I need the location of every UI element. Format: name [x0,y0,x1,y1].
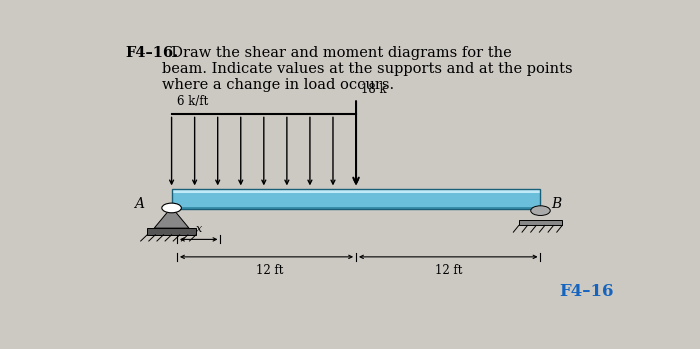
Polygon shape [172,207,540,209]
Text: A: A [134,197,144,211]
Polygon shape [172,189,540,193]
Text: 12 ft: 12 ft [435,263,462,276]
Circle shape [531,206,550,215]
Text: F4–16: F4–16 [559,283,614,300]
Text: F4–16.: F4–16. [125,46,178,60]
Polygon shape [519,220,562,225]
Circle shape [162,203,181,213]
Polygon shape [172,193,540,207]
Text: 6 k/ft: 6 k/ft [177,95,209,108]
Text: B: B [552,197,561,211]
Polygon shape [154,207,189,228]
Text: 12 ft: 12 ft [256,263,283,276]
Text: x: x [195,224,202,234]
Text: 18 k: 18 k [361,83,387,96]
Polygon shape [147,228,196,235]
Text: Draw the shear and moment diagrams for the
beam. Indicate values at the supports: Draw the shear and moment diagrams for t… [162,46,573,92]
